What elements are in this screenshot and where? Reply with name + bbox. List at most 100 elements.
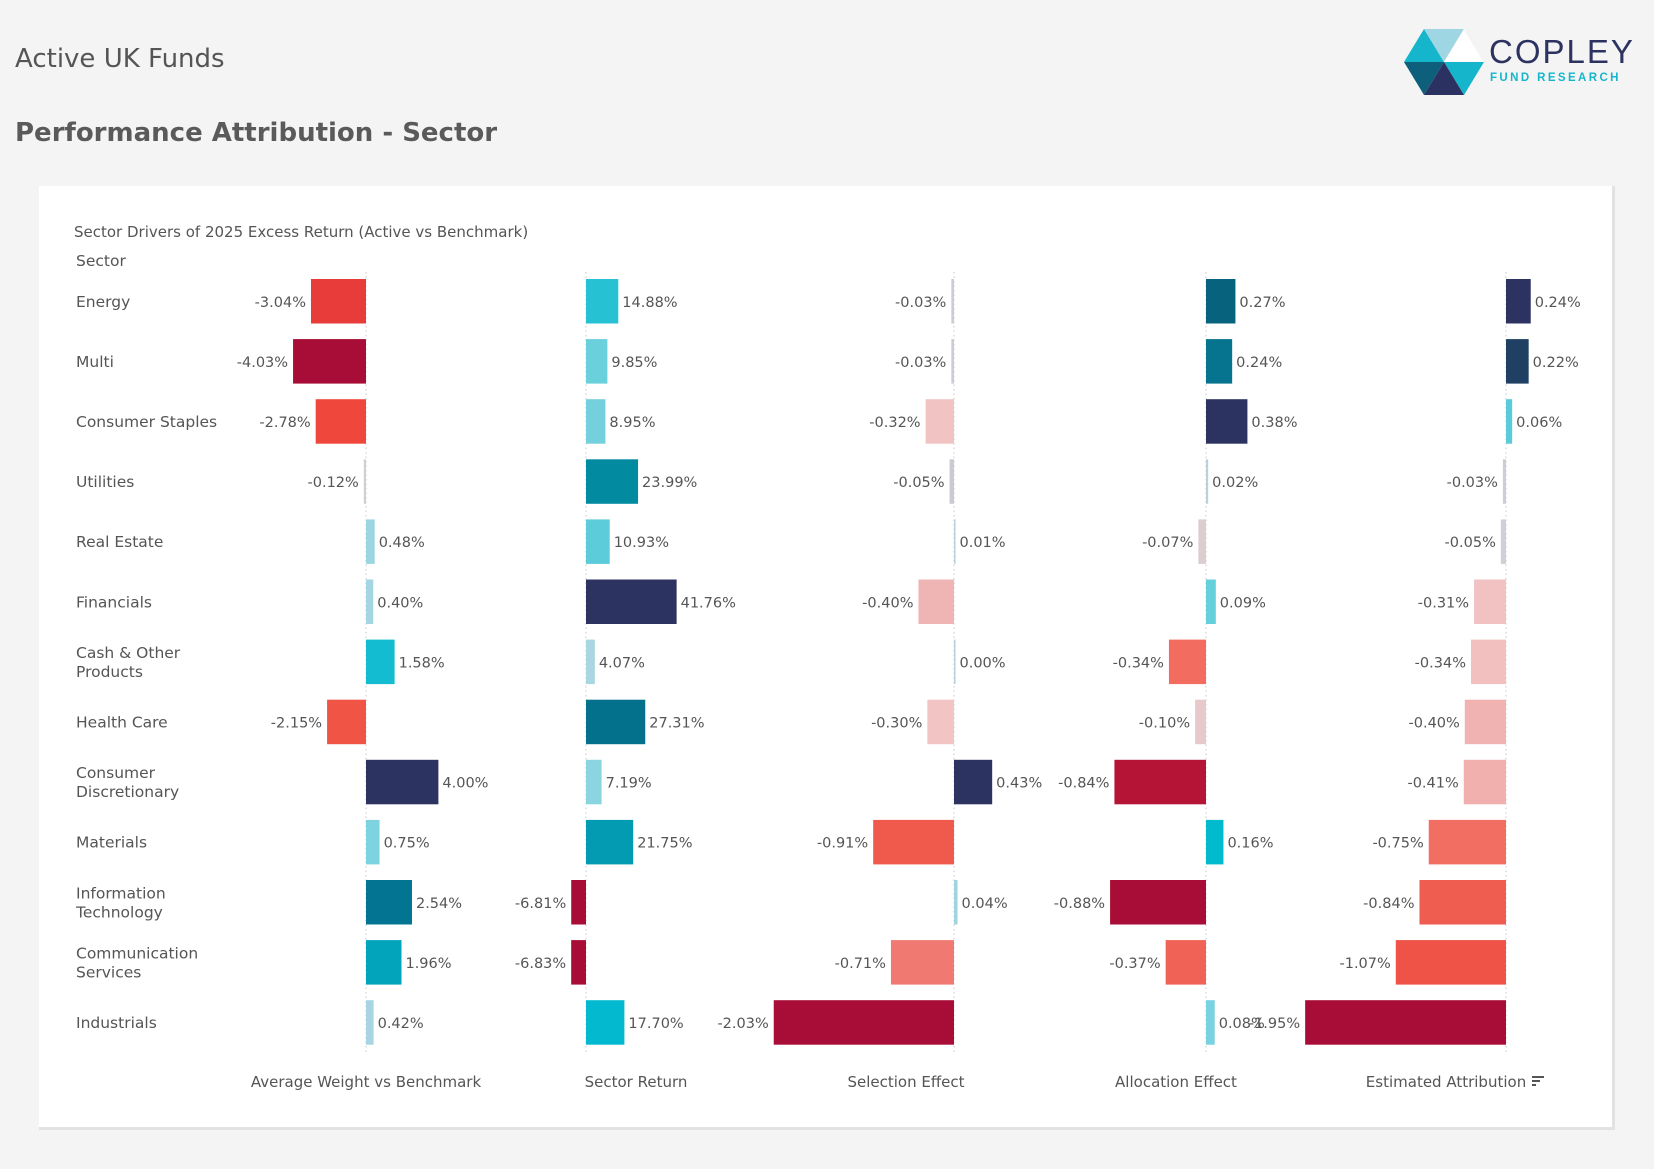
bar-3: [1195, 699, 1206, 745]
data-label: 0.24%: [1236, 355, 1282, 371]
sector-label: Technology: [75, 903, 163, 921]
bar-4: [1474, 579, 1506, 624]
data-label: -0.88%: [1054, 896, 1105, 912]
bar-4: [1506, 339, 1529, 384]
bar-0: [293, 339, 366, 384]
logo-wordmark: COPLEY: [1489, 33, 1635, 70]
bar-2: [954, 759, 993, 805]
bar-4: [1305, 1000, 1506, 1045]
axis-title: Selection Effect: [847, 1073, 964, 1091]
bar-2: [925, 399, 954, 444]
sector-label: Services: [76, 963, 141, 981]
data-label: -0.32%: [869, 415, 920, 431]
data-label: 0.40%: [377, 595, 423, 611]
bar-0: [366, 1000, 374, 1045]
data-label: -0.34%: [1415, 655, 1466, 671]
data-label: -0.03%: [895, 295, 946, 311]
bar-0: [327, 699, 366, 745]
bar-1: [586, 579, 677, 624]
data-label: 23.99%: [642, 475, 697, 491]
data-label: 0.42%: [378, 1016, 424, 1032]
bar-2: [954, 519, 956, 564]
data-label: -0.10%: [1139, 715, 1190, 731]
sector-label: Materials: [76, 834, 147, 852]
bar-4: [1470, 639, 1506, 685]
data-label: -4.03%: [237, 355, 288, 371]
sector-label: Health Care: [76, 713, 168, 731]
bar-2: [890, 940, 954, 985]
data-label: -0.03%: [1447, 475, 1498, 491]
bar-2: [773, 1000, 954, 1045]
bar-1: [586, 339, 608, 384]
bar-3: [1206, 279, 1236, 324]
bar-2: [918, 579, 954, 624]
data-label: -0.05%: [893, 475, 944, 491]
data-label: 0.75%: [384, 836, 430, 852]
data-label: 2.54%: [416, 896, 462, 912]
copley-logo: COPLEY FUND RESEARCH: [1403, 27, 1643, 97]
sector-label: Real Estate: [76, 533, 163, 551]
bar-3: [1110, 880, 1206, 925]
bar-3: [1206, 579, 1216, 624]
sector-label: Consumer Staples: [76, 413, 217, 431]
data-label: 1.96%: [405, 956, 451, 972]
data-label: 41.76%: [681, 595, 736, 611]
bar-0: [366, 759, 439, 805]
bar-0: [315, 399, 366, 444]
data-label: 0.48%: [379, 535, 425, 551]
data-label: -0.30%: [871, 715, 922, 731]
bar-0: [366, 880, 412, 925]
page-title: Active UK Funds: [15, 44, 225, 74]
data-label: -0.07%: [1142, 535, 1193, 551]
data-label: 0.01%: [960, 535, 1006, 551]
data-label: 0.00%: [960, 655, 1006, 671]
bar-0: [310, 279, 366, 324]
bar-1: [586, 519, 610, 564]
bar-1: [586, 819, 634, 865]
bar-4: [1464, 699, 1506, 745]
data-label: -2.15%: [271, 715, 322, 731]
data-label: 8.95%: [609, 415, 655, 431]
data-label: 0.08%: [1219, 1016, 1265, 1032]
data-label: -2.03%: [717, 1016, 768, 1032]
axis-title: Estimated Attribution: [1366, 1073, 1526, 1091]
data-label: -6.83%: [515, 956, 566, 972]
bar-1: [586, 459, 639, 504]
data-label: 0.43%: [996, 776, 1042, 792]
data-label: -0.75%: [1372, 836, 1423, 852]
data-label: -2.78%: [259, 415, 310, 431]
bar-1: [586, 399, 606, 444]
bar-4: [1463, 759, 1506, 805]
bar-3: [1114, 759, 1206, 805]
bar-1: [571, 940, 586, 985]
chart-title: Sector Drivers of 2025 Excess Return (Ac…: [74, 223, 529, 241]
bar-0: [366, 940, 402, 985]
data-label: 0.22%: [1533, 355, 1579, 371]
sector-label: Financials: [76, 593, 152, 611]
data-label: 10.93%: [614, 535, 669, 551]
bar-1: [571, 880, 586, 925]
bar-4: [1502, 459, 1506, 504]
sector-label: Multi: [76, 353, 114, 371]
sector-label: Communication: [76, 944, 198, 962]
data-label: 0.04%: [962, 896, 1008, 912]
data-label: 27.31%: [649, 715, 704, 731]
data-label: -0.91%: [817, 836, 868, 852]
data-label: -0.05%: [1445, 535, 1496, 551]
data-label: -3.04%: [255, 295, 306, 311]
data-label: 9.85%: [611, 355, 657, 371]
data-label: -0.84%: [1058, 776, 1109, 792]
sector-column-header: Sector: [76, 252, 126, 270]
bar-4: [1428, 819, 1506, 865]
bar-2: [927, 699, 954, 745]
sector-label: Information: [76, 884, 166, 902]
bar-3: [1165, 940, 1206, 985]
bar-3: [1206, 1000, 1215, 1045]
bar-0: [366, 639, 395, 685]
page-subtitle: Performance Attribution - Sector: [15, 118, 498, 148]
data-label: -0.40%: [862, 595, 913, 611]
sort-descending-icon[interactable]: [1532, 1076, 1544, 1086]
bar-1: [586, 639, 595, 685]
data-label: 0.06%: [1516, 415, 1562, 431]
